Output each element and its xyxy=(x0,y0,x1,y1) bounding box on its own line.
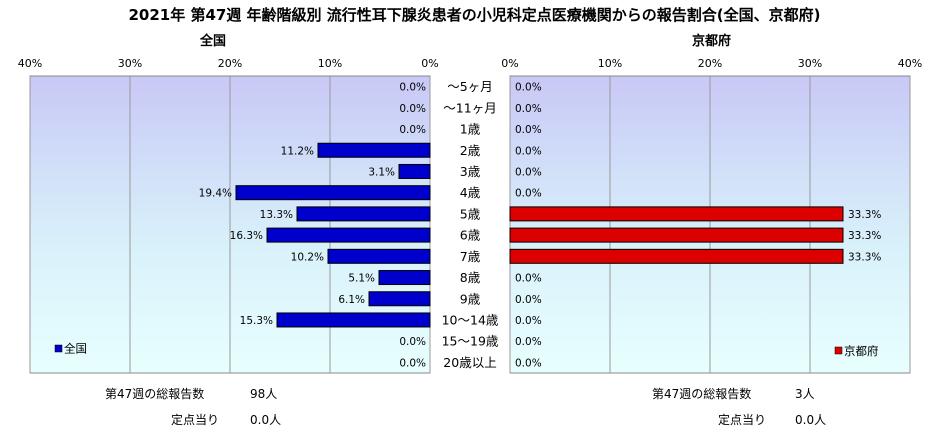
left-bar xyxy=(296,206,431,222)
axis-tick-label: 0% xyxy=(421,57,438,70)
category-labels: ～5ヶ月 ～11ヶ月 1歳 2歳 3歳 4歳 5歳 6歳 7歳 8歳 9歳 10～14歳 15～19歳 2… xyxy=(442,79,499,370)
right-data-label: 0.0% xyxy=(515,82,542,94)
category-label: 10～14歳 xyxy=(442,312,499,327)
category-label: 9歳 xyxy=(460,291,481,306)
left-panel-title: 全国 xyxy=(200,34,227,49)
category-label: 8歳 xyxy=(460,270,481,285)
left-per-label: 定点当り xyxy=(171,413,220,427)
axis-tick-label: 20% xyxy=(698,57,722,70)
left-bar xyxy=(327,248,431,264)
left-per-value: 0.0人 xyxy=(250,413,282,427)
axis-ticks: 40% 30% 20% 10% 0% 0% 10% 20% 30% 40% xyxy=(18,57,922,70)
left-panel: 0.0% 0.0% 0.0% 11.2% 3.1% 19.4% 13.3% 16.3% 10.2… xyxy=(29,75,431,374)
left-bar xyxy=(368,291,431,307)
left-bar xyxy=(266,227,431,243)
left-data-label: 0.0% xyxy=(399,336,426,348)
right-panel: 0.0% 0.0% 0.0% 0.0% 0.0% 0.0% 33.3% 33.3% 33.3% 0… xyxy=(509,75,911,374)
right-total-value: 3人 xyxy=(795,387,815,401)
left-legend-swatch xyxy=(54,344,63,353)
axis-tick-label: 40% xyxy=(898,57,922,70)
right-data-label: 0.0% xyxy=(515,188,542,200)
right-data-label: 0.0% xyxy=(515,145,542,157)
right-bar xyxy=(509,248,844,264)
axis-tick-label: 30% xyxy=(798,57,822,70)
right-per-label: 定点当り xyxy=(718,413,767,427)
right-data-label: 33.3% xyxy=(848,209,881,221)
right-bar xyxy=(509,206,844,222)
left-bar xyxy=(317,142,431,158)
right-data-label: 0.0% xyxy=(515,124,542,136)
left-data-label: 13.3% xyxy=(260,209,293,221)
axis-tick-label: 30% xyxy=(118,57,142,70)
axis-tick-label: 10% xyxy=(318,57,342,70)
category-label: 20歳以上 xyxy=(443,355,496,370)
left-data-label: 0.0% xyxy=(399,124,426,136)
right-data-label: 0.0% xyxy=(515,315,542,327)
right-panel-title: 京都府 xyxy=(692,34,732,49)
right-data-label: 0.0% xyxy=(515,357,542,369)
left-data-label: 15.3% xyxy=(240,315,273,327)
right-data-label: 33.3% xyxy=(848,251,881,263)
category-label: 3歳 xyxy=(460,164,481,179)
category-label: ～11ヶ月 xyxy=(443,100,496,115)
left-bar xyxy=(235,185,431,201)
left-data-label: 11.2% xyxy=(281,145,314,157)
category-label: 5歳 xyxy=(460,206,481,221)
right-data-label: 0.0% xyxy=(515,294,542,306)
category-label: 2歳 xyxy=(460,143,481,158)
axis-tick-label: 0% xyxy=(501,57,518,70)
right-data-label: 0.0% xyxy=(515,273,542,285)
right-data-label: 0.0% xyxy=(515,336,542,348)
right-bar xyxy=(509,227,844,243)
left-total-label: 第47週の総報告数 xyxy=(105,387,205,401)
right-legend-label: 京都府 xyxy=(844,344,879,358)
left-data-label: 0.0% xyxy=(399,82,426,94)
left-bar xyxy=(378,270,431,286)
category-label: 7歳 xyxy=(460,249,481,264)
left-data-label: 16.3% xyxy=(230,230,263,242)
category-label: ～5ヶ月 xyxy=(447,79,492,94)
left-data-label: 19.4% xyxy=(199,188,232,200)
left-data-label: 6.1% xyxy=(338,294,365,306)
category-label: 1歳 xyxy=(460,122,481,137)
chart-title: 2021年 第47週 年齢階級別 流行性耳下腺炎患者の小児科定点医療機関からの報… xyxy=(128,6,821,24)
right-data-label: 0.0% xyxy=(515,103,542,115)
right-data-label: 33.3% xyxy=(848,230,881,242)
left-data-label: 5.1% xyxy=(348,273,375,285)
right-per-value: 0.0人 xyxy=(795,413,827,427)
category-label: 4歳 xyxy=(460,185,481,200)
left-data-label: 3.1% xyxy=(368,166,395,178)
right-total-label: 第47週の総報告数 xyxy=(652,387,752,401)
left-total-value: 98人 xyxy=(250,387,278,401)
category-label: 15～19歳 xyxy=(442,334,499,349)
axis-tick-label: 20% xyxy=(218,57,242,70)
right-data-label: 0.0% xyxy=(515,166,542,178)
category-label: 6歳 xyxy=(460,228,481,243)
axis-tick-label: 10% xyxy=(598,57,622,70)
right-legend-swatch xyxy=(834,346,843,355)
left-data-label: 0.0% xyxy=(399,357,426,369)
left-data-label: 10.2% xyxy=(291,251,324,263)
left-legend-label: 全国 xyxy=(64,342,87,356)
axis-tick-label: 40% xyxy=(18,57,42,70)
left-bar xyxy=(276,312,431,328)
left-bar xyxy=(398,163,431,179)
left-data-label: 0.0% xyxy=(399,103,426,115)
